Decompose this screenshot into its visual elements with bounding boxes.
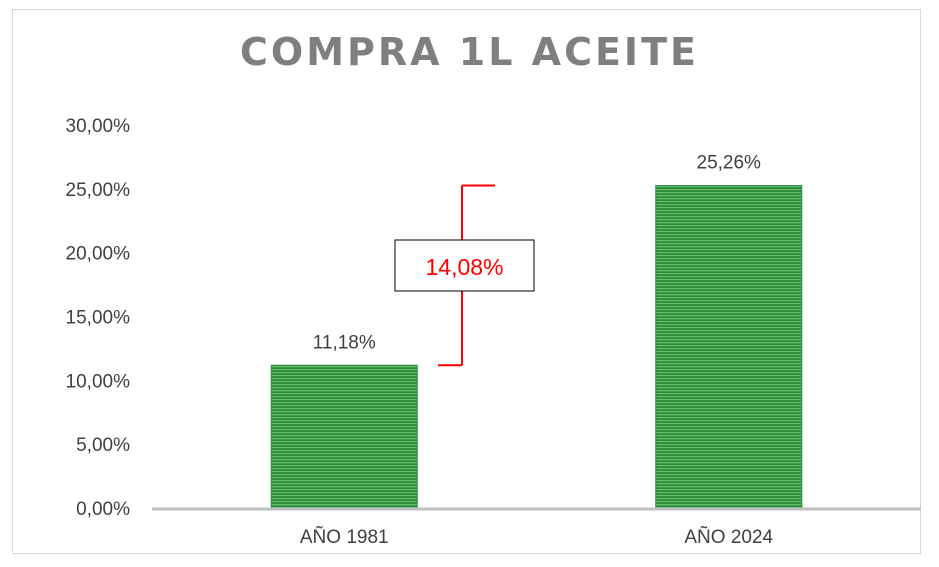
category-labels: AÑO 1981 AÑO 2024 (300, 526, 774, 548)
y-tick-label: 30,00% (66, 116, 131, 137)
chart-title: COMPRA 1L ACEITE (240, 30, 699, 74)
y-tick-label: 10,00% (66, 371, 131, 392)
bar (270, 364, 418, 509)
y-tick-label: 0,00% (76, 499, 130, 520)
y-tick-label: 25,00% (66, 180, 131, 201)
category-label: AÑO 2024 (684, 526, 773, 548)
difference-label: 14,08% (425, 254, 503, 280)
y-tick-label: 20,00% (66, 244, 131, 265)
y-tick-label: 15,00% (66, 308, 131, 329)
bar (655, 185, 803, 509)
data-label: 11,18% (313, 332, 376, 353)
bars (270, 185, 803, 509)
data-label: 25,26% (697, 153, 762, 174)
y-tick-label: 5,00% (76, 435, 130, 456)
y-axis-ticks: 0,00% 5,00% 10,00% 15,00% 20,00% 25,00% 30,00% (66, 116, 131, 520)
difference-annotation: 14,08% (394, 184, 535, 367)
difference-box (394, 239, 535, 292)
category-label: AÑO 1981 (300, 526, 389, 548)
data-labels: 11,18% 25,26% (313, 153, 761, 354)
